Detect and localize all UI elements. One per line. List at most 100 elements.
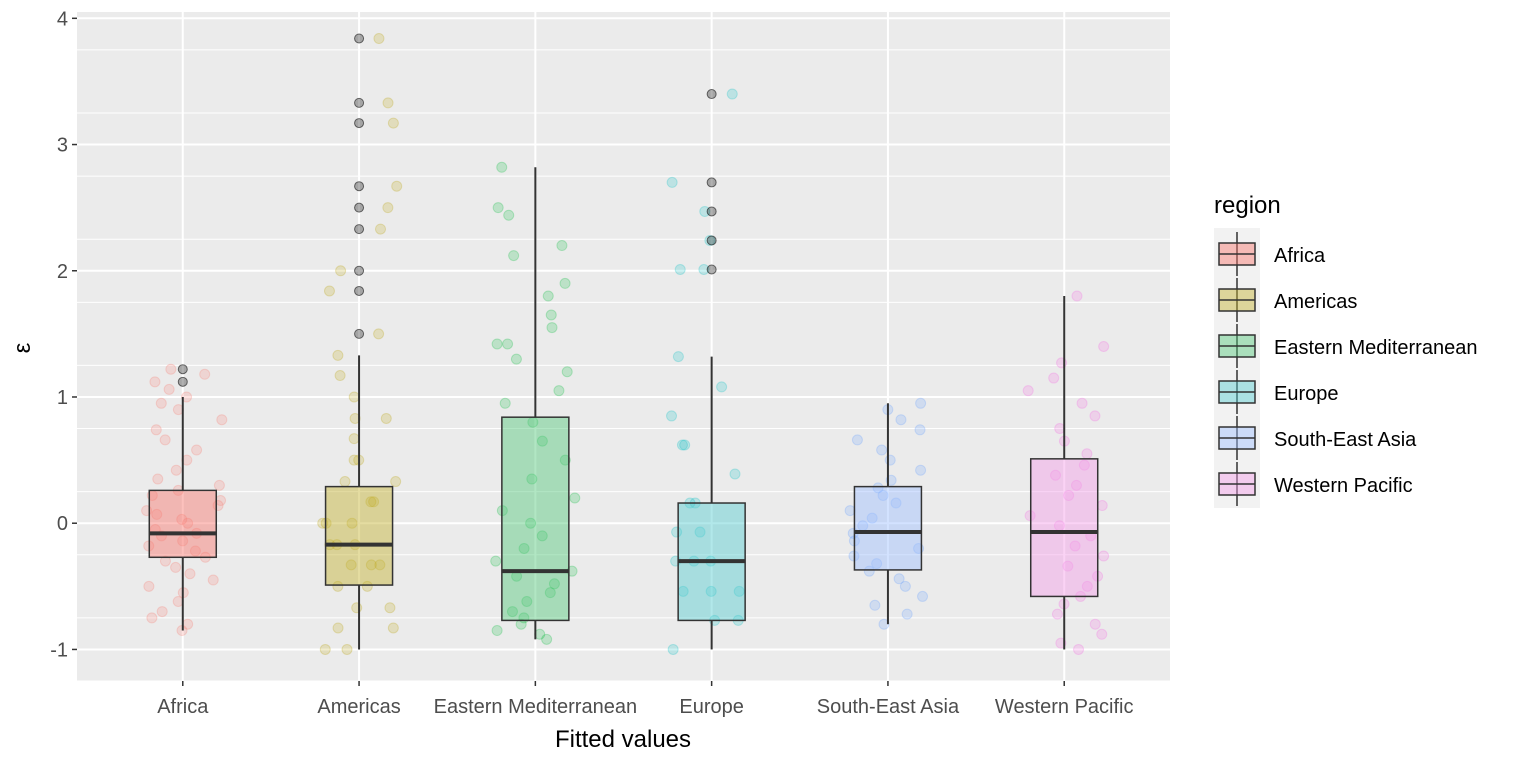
outlier-point bbox=[354, 265, 365, 276]
box-body bbox=[1029, 458, 1099, 598]
data-point bbox=[1073, 643, 1085, 655]
x-tick-label: Africa bbox=[157, 696, 209, 718]
data-point bbox=[216, 414, 228, 426]
data-point bbox=[323, 285, 335, 297]
data-point bbox=[1098, 550, 1110, 562]
data-point bbox=[698, 264, 710, 276]
data-point bbox=[334, 370, 346, 382]
outlier-point bbox=[354, 224, 365, 235]
legend-item-africa: Africa bbox=[1218, 232, 1326, 276]
data-point bbox=[177, 535, 189, 547]
y-tick-label: 1 bbox=[57, 387, 68, 409]
data-point bbox=[510, 353, 522, 365]
data-point bbox=[541, 633, 553, 645]
data-point bbox=[1081, 448, 1093, 460]
legend-label: Eastern Mediterranean bbox=[1274, 337, 1477, 359]
box-body bbox=[853, 485, 923, 571]
data-point bbox=[901, 608, 913, 620]
data-point bbox=[332, 349, 344, 361]
x-axis-title: Fitted values bbox=[555, 726, 691, 753]
data-point bbox=[726, 88, 738, 100]
data-point bbox=[716, 381, 728, 393]
y-tick-label: 2 bbox=[57, 261, 68, 283]
data-point bbox=[1096, 500, 1108, 512]
data-point bbox=[1089, 618, 1101, 630]
data-point bbox=[893, 573, 905, 585]
data-point bbox=[546, 322, 558, 334]
data-point bbox=[189, 545, 201, 557]
data-point bbox=[548, 578, 560, 590]
x-tick-label: Americas bbox=[317, 696, 400, 718]
outlier-point bbox=[354, 285, 365, 296]
data-point bbox=[1062, 560, 1074, 572]
data-point bbox=[705, 585, 717, 597]
legend-label: Europe bbox=[1274, 383, 1339, 405]
outlier-point bbox=[354, 202, 365, 213]
box-body bbox=[148, 489, 218, 559]
data-point bbox=[184, 568, 196, 580]
plot-panel bbox=[77, 12, 1170, 681]
data-point bbox=[877, 489, 889, 501]
data-point bbox=[536, 530, 548, 542]
box-body bbox=[324, 485, 394, 586]
outlier-point bbox=[706, 206, 717, 217]
data-point bbox=[490, 555, 502, 567]
box-eastern-mediterranean bbox=[501, 167, 570, 640]
box-americas bbox=[324, 33, 394, 650]
data-point bbox=[553, 385, 565, 397]
data-point bbox=[361, 580, 373, 592]
data-point bbox=[526, 473, 538, 485]
data-point bbox=[176, 513, 188, 525]
data-point bbox=[556, 240, 568, 252]
data-point bbox=[215, 494, 227, 506]
data-point bbox=[375, 223, 387, 235]
data-point bbox=[163, 383, 175, 395]
data-point bbox=[159, 434, 171, 446]
data-point bbox=[151, 508, 163, 520]
data-point bbox=[667, 643, 679, 655]
data-point bbox=[182, 618, 194, 630]
data-point bbox=[559, 277, 571, 289]
data-point bbox=[869, 599, 881, 611]
data-point bbox=[536, 435, 548, 447]
box-body bbox=[501, 416, 570, 622]
data-point bbox=[152, 473, 164, 485]
data-point bbox=[172, 595, 184, 607]
outlier-point bbox=[706, 89, 717, 100]
data-point bbox=[170, 561, 182, 573]
legend-item-south-east-asia: South-East Asia bbox=[1218, 416, 1417, 460]
data-point bbox=[373, 328, 385, 340]
data-point bbox=[672, 351, 684, 363]
data-point bbox=[851, 434, 863, 446]
x-tick-label: Eastern Mediterranean bbox=[434, 696, 637, 718]
data-point bbox=[679, 439, 691, 451]
data-point bbox=[694, 526, 706, 538]
box-europe bbox=[677, 89, 746, 650]
outlier-point bbox=[354, 181, 365, 192]
legend: region Africa Americas Eastern Mediterrane… bbox=[1214, 192, 1477, 508]
legend-item-americas: Americas bbox=[1218, 278, 1357, 322]
y-tick-label: 4 bbox=[57, 8, 68, 30]
data-point bbox=[561, 366, 573, 378]
data-point bbox=[917, 590, 929, 602]
y-axis: -1 0 1 2 3 4 bbox=[50, 8, 77, 661]
outlier-point bbox=[706, 235, 717, 246]
data-point bbox=[380, 412, 392, 424]
data-point bbox=[1096, 628, 1108, 640]
data-point bbox=[914, 424, 926, 436]
data-point bbox=[341, 643, 353, 655]
data-point bbox=[207, 574, 219, 586]
data-point bbox=[674, 264, 686, 276]
data-point bbox=[844, 505, 856, 517]
data-point bbox=[491, 338, 503, 350]
data-point bbox=[866, 512, 878, 524]
data-point bbox=[335, 265, 347, 277]
data-point bbox=[502, 338, 514, 350]
data-point bbox=[676, 439, 688, 451]
data-point bbox=[387, 117, 399, 129]
data-point bbox=[213, 479, 225, 491]
data-point bbox=[146, 612, 158, 624]
data-point bbox=[387, 622, 399, 634]
data-point bbox=[181, 391, 193, 403]
